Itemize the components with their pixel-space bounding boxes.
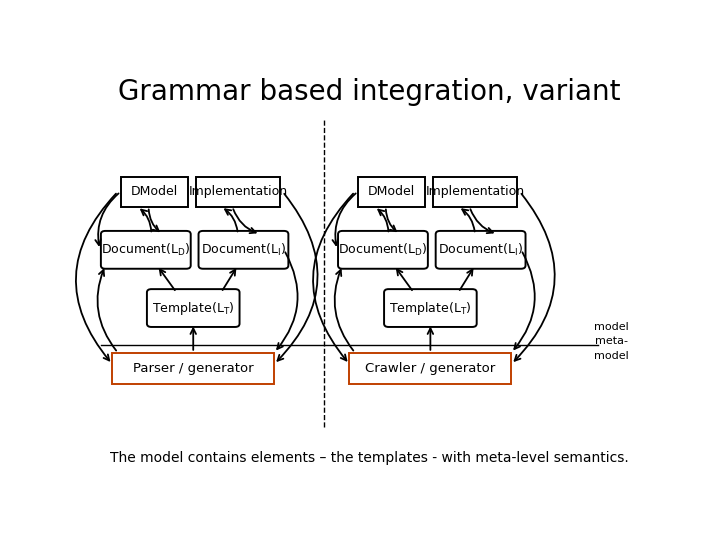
Text: Implementation: Implementation — [426, 185, 525, 198]
Text: Document(L$_\mathsf{D}$): Document(L$_\mathsf{D}$) — [101, 242, 191, 258]
FancyBboxPatch shape — [101, 231, 191, 269]
FancyBboxPatch shape — [433, 177, 517, 207]
Text: Document(L$_\mathsf{I}$): Document(L$_\mathsf{I}$) — [438, 242, 523, 258]
FancyBboxPatch shape — [196, 177, 279, 207]
FancyBboxPatch shape — [358, 177, 425, 207]
FancyBboxPatch shape — [147, 289, 240, 327]
Text: Template(L$_\mathsf{T}$): Template(L$_\mathsf{T}$) — [389, 300, 472, 316]
Text: Parser / generator: Parser / generator — [133, 362, 253, 375]
FancyBboxPatch shape — [338, 231, 428, 269]
FancyBboxPatch shape — [384, 289, 477, 327]
Text: model: model — [594, 351, 629, 361]
Text: DModel: DModel — [368, 185, 415, 198]
Text: Implementation: Implementation — [189, 185, 287, 198]
FancyBboxPatch shape — [121, 177, 188, 207]
Text: Template(L$_\mathsf{T}$): Template(L$_\mathsf{T}$) — [152, 300, 235, 316]
Text: Document(L$_\mathsf{I}$): Document(L$_\mathsf{I}$) — [201, 242, 286, 258]
FancyBboxPatch shape — [112, 353, 274, 384]
FancyBboxPatch shape — [436, 231, 526, 269]
Text: DModel: DModel — [130, 185, 178, 198]
Text: The model contains elements – the templates - with meta-level semantics.: The model contains elements – the templa… — [109, 451, 629, 465]
Text: Crawler / generator: Crawler / generator — [365, 362, 495, 375]
FancyBboxPatch shape — [349, 353, 511, 384]
Text: model: model — [594, 322, 629, 332]
Text: meta-: meta- — [595, 336, 629, 346]
Text: Grammar based integration, variant: Grammar based integration, variant — [118, 78, 620, 106]
FancyBboxPatch shape — [199, 231, 289, 269]
Text: Document(L$_\mathsf{D}$): Document(L$_\mathsf{D}$) — [338, 242, 428, 258]
